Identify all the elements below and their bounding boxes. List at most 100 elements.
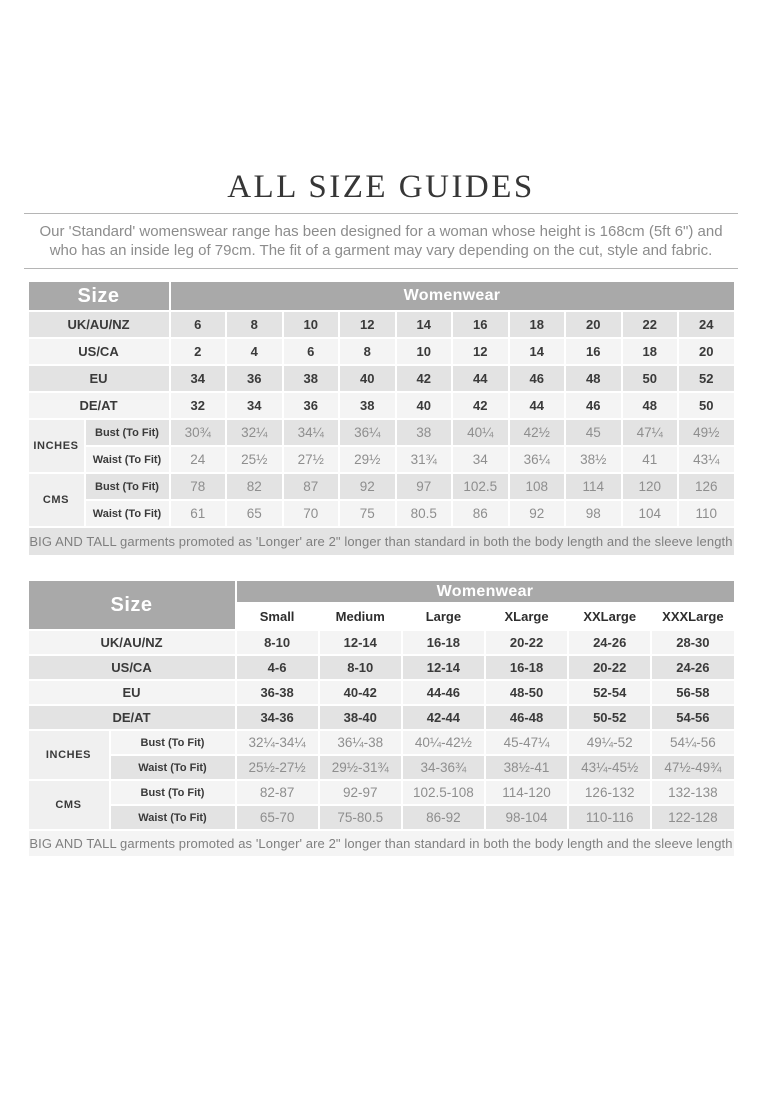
measurement-value-cell: 47¼	[620, 418, 679, 447]
measurement-value-cell: 41	[620, 445, 679, 474]
size-value-cell: 8-10	[234, 629, 320, 656]
table-note: BIG AND TALL garments promoted as 'Longe…	[26, 526, 736, 557]
size-value-cell: 10	[394, 337, 453, 366]
size-value-cell: 36	[281, 391, 340, 420]
table-note: BIG AND TALL garments promoted as 'Longe…	[26, 829, 736, 858]
intro-line-2: who has an inside leg of 79cm. The fit o…	[49, 242, 713, 259]
measurement-value-cell: 36¼	[507, 445, 566, 474]
size-value-cell: 10	[281, 310, 340, 339]
page-title: ALL SIZE GUIDES	[227, 169, 535, 205]
womenwear-header-cell: Womenwear	[168, 280, 736, 312]
size-value-cell: 36	[225, 364, 284, 393]
measurement-value-cell: 36¼-38	[317, 729, 403, 756]
divider-top	[24, 213, 738, 214]
size-value-cell: 56-58	[650, 679, 736, 706]
column-header-cell: Small	[234, 602, 320, 631]
size-guide-table-grouped: Size Womenwear Small Medium Large XLarge XXLar…	[26, 579, 736, 858]
measurement-value-cell: 70	[281, 499, 340, 528]
intro-line-1: Our 'Standard' womenswear range has been…	[39, 223, 723, 240]
measurement-label-cell: Waist (To Fit)	[108, 804, 237, 831]
measurement-value-cell: 40¼-42½	[400, 729, 486, 756]
measurement-value-cell: 75	[338, 499, 397, 528]
size-value-cell: 8-10	[317, 654, 403, 681]
measurement-value-cell: 92-97	[317, 779, 403, 806]
size-value-cell: 6	[281, 337, 340, 366]
measurement-value-cell: 102.5-108	[400, 779, 486, 806]
measurement-value-cell: 43¼-45½	[567, 754, 653, 781]
note-row: BIG AND TALL garments promoted as 'Longe…	[26, 829, 736, 858]
measurement-value-cell: 87	[281, 472, 340, 501]
measurement-value-cell: 34¼	[281, 418, 340, 447]
measurement-value-cell: 98-104	[483, 804, 570, 831]
size-value-cell: 20	[564, 310, 623, 339]
measurement-value-cell: 65	[225, 499, 284, 528]
row-label-cell: DE/AT	[26, 704, 237, 731]
measurement-row: CMS Bust (To Fit) 82-87 92-97 102.5-108 114-1…	[26, 779, 736, 831]
conversion-row: DE/AT 32 34 36 38 40 42 44 46 48 50	[26, 391, 736, 420]
measurement-label-cell: Waist (To Fit)	[83, 445, 171, 474]
size-header-cell: Size	[26, 579, 237, 631]
size-value-cell: 16	[564, 337, 623, 366]
size-value-cell: 40	[338, 364, 397, 393]
measurement-value-cell: 120	[620, 472, 679, 501]
measurement-value-cell: 24	[168, 445, 227, 474]
column-header-cell: XXXLarge	[650, 602, 736, 631]
row-label-cell: UK/AU/NZ	[26, 310, 171, 339]
measurement-label-cell: Waist (To Fit)	[108, 754, 237, 781]
size-value-cell: 12	[338, 310, 397, 339]
size-value-cell: 16-18	[483, 654, 570, 681]
size-value-cell: 46	[507, 364, 566, 393]
size-value-cell: 8	[225, 310, 284, 339]
measurement-row: Waist (To Fit) 61 65 70 75 80.5 86 92 98 104 110	[28, 499, 736, 528]
size-value-cell: 14	[394, 310, 453, 339]
size-value-cell: 54-56	[650, 704, 736, 731]
measurement-row: INCHES Bust (To Fit) 30¾ 32¼ 34¼ 36¼ 38 40¼ 42½ 4…	[26, 418, 736, 474]
measurement-value-cell: 110	[677, 499, 736, 528]
size-value-cell: 46	[564, 391, 623, 420]
measurement-value-cell: 114	[564, 472, 623, 501]
intro-text: Our 'Standard' womenswear range has been…	[27, 222, 735, 260]
size-value-cell: 52	[677, 364, 736, 393]
measurement-value-cell: 92	[338, 472, 397, 501]
size-value-cell: 48	[564, 364, 623, 393]
measurement-value-cell: 122-128	[650, 804, 736, 831]
size-value-cell: 2	[168, 337, 227, 366]
column-header-cell: XLarge	[483, 602, 570, 631]
measurement-row: Waist (To Fit) 25½-27½ 29½-31¾ 34-36¾ 38½-41…	[28, 754, 736, 781]
spacer	[24, 269, 738, 280]
size-value-cell: 4	[225, 337, 284, 366]
womenwear-header-cell: Womenwear	[234, 579, 736, 604]
size-value-cell: 44-46	[400, 679, 486, 706]
divider-bottom	[24, 268, 738, 269]
measurement-value-cell: 31¾	[394, 445, 453, 474]
row-label-cell: EU	[26, 364, 171, 393]
measurement-value-cell: 32¼-34¼	[234, 729, 320, 756]
size-value-cell: 48-50	[483, 679, 570, 706]
size-value-cell: 12	[451, 337, 510, 366]
measurement-row: Waist (To Fit) 65-70 75-80.5 86-92 98-104 110…	[28, 804, 736, 831]
column-header-cell: Medium	[317, 602, 403, 631]
size-value-cell: 42	[394, 364, 453, 393]
size-value-cell: 40-42	[317, 679, 403, 706]
size-value-cell: 20-22	[567, 654, 653, 681]
size-value-cell: 14	[507, 337, 566, 366]
conversion-row: EU 34 36 38 40 42 44 46 48 50 52	[26, 364, 736, 393]
size-value-cell: 50	[677, 391, 736, 420]
measurement-label-cell: Bust (To Fit)	[83, 418, 171, 447]
measurement-value-cell: 34	[451, 445, 510, 474]
measurement-group-cell: CMS	[26, 472, 86, 528]
size-value-cell: 4-6	[234, 654, 320, 681]
row-label-cell: US/CA	[26, 337, 171, 366]
measurement-value-cell: 114-120	[483, 779, 570, 806]
size-value-cell: 16	[451, 310, 510, 339]
size-value-cell: 22	[620, 310, 679, 339]
measurement-value-cell: 80.5	[394, 499, 453, 528]
measurement-value-cell: 110-116	[567, 804, 653, 831]
conversion-row: UK/AU/NZ 8-10 12-14 16-18 20-22 24-26 28-30	[26, 629, 736, 656]
measurement-row: CMS Bust (To Fit) 78 82 87 92 97 102.5 108 114 120…	[26, 472, 736, 528]
size-value-cell: 34	[168, 364, 227, 393]
measurement-value-cell: 126	[677, 472, 736, 501]
size-value-cell: 12-14	[400, 654, 486, 681]
conversion-row: US/CA 4-6 8-10 12-14 16-18 20-22 24-26	[26, 654, 736, 681]
row-label-cell: EU	[26, 679, 237, 706]
